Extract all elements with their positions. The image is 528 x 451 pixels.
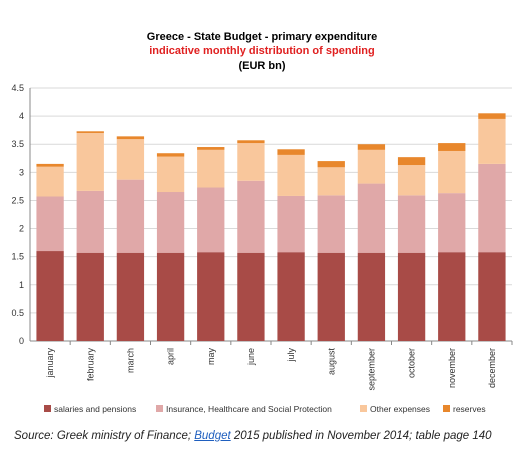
- bar-segment: [397, 165, 426, 196]
- y-tick-label: 1: [19, 280, 24, 290]
- source-suffix: 2015 published in November 2014; table p…: [230, 430, 492, 442]
- bar-segment: [357, 183, 386, 253]
- source-note: Source: Greek ministry of Finance; Budge…: [14, 430, 492, 442]
- legend-label: salaries and pensions: [54, 404, 136, 414]
- bar-segment: [317, 252, 345, 341]
- x-tick-label: july: [286, 348, 296, 363]
- y-tick-label: 3.5: [11, 139, 24, 149]
- bar-segment: [36, 196, 64, 252]
- stacked-bar-chart: Greece - State Budget - primary expendit…: [11, 31, 513, 414]
- bar-segment: [197, 147, 225, 150]
- bar-segment: [397, 195, 426, 253]
- y-tick-label: 2.5: [11, 195, 24, 205]
- bar-segment: [478, 118, 506, 164]
- bar-segment: [76, 131, 104, 133]
- legend-swatch: [443, 405, 450, 412]
- bar-segment: [397, 157, 426, 166]
- x-tick-label: january: [45, 348, 55, 379]
- bar-segment: [197, 252, 225, 341]
- bar-segment: [438, 150, 466, 194]
- bar-segment: [277, 154, 305, 196]
- y-tick-label: 4: [19, 111, 24, 121]
- bar-segment: [438, 252, 466, 341]
- legend-label: Insurance, Healthcare and Social Protect…: [166, 404, 332, 414]
- bar-segment: [478, 252, 506, 341]
- bar-segment: [438, 193, 466, 253]
- x-tick-label: april: [166, 348, 176, 365]
- bar-segment: [438, 143, 466, 151]
- bar-segment: [36, 166, 64, 197]
- bar-segment: [397, 252, 426, 341]
- bar-segment: [156, 153, 185, 157]
- x-tick-label: may: [206, 348, 216, 366]
- bar-segment: [237, 252, 265, 341]
- x-tick-label: september: [366, 348, 376, 391]
- bar-segment: [357, 149, 386, 184]
- bar-segment: [317, 195, 345, 253]
- bar-segment: [478, 163, 506, 253]
- bar-segment: [36, 251, 64, 341]
- x-tick-label: november: [447, 348, 457, 388]
- budget-link[interactable]: Budget: [194, 430, 231, 442]
- y-tick-label: 4.5: [11, 83, 24, 93]
- axes: 0 0.5 1 1.5 2 2.5 3 3.5 4 4.5: [11, 83, 513, 346]
- legend-label: reserves: [453, 404, 486, 414]
- x-tick-label: june: [246, 348, 256, 366]
- bar-segment: [76, 190, 104, 253]
- x-tick-label: february: [85, 348, 95, 382]
- bar-segment: [277, 149, 305, 155]
- bar-segment: [156, 156, 185, 193]
- y-tick-label: 0.5: [11, 308, 24, 318]
- bar-segment: [116, 139, 145, 180]
- legend: salaries and pensions Insurance, Healthca…: [44, 404, 486, 414]
- bar-segment: [116, 179, 145, 253]
- bar-segment: [237, 180, 265, 253]
- bar-segment: [478, 113, 506, 119]
- gridlines: [30, 87, 512, 314]
- source-prefix: Source: Greek ministry of Finance;: [14, 430, 195, 442]
- y-tick-label: 0: [19, 336, 24, 346]
- bar-segment: [76, 132, 104, 191]
- bar-segment: [357, 252, 386, 341]
- bar-segment: [156, 192, 185, 253]
- chart-unit-label: (EUR bn): [238, 60, 285, 72]
- x-tick-label: march: [125, 348, 135, 373]
- bar-segment: [237, 143, 265, 181]
- bar-segment: [76, 252, 104, 341]
- x-tick-label: august: [326, 348, 336, 376]
- legend-swatch: [156, 405, 163, 412]
- bar-segment: [237, 140, 265, 144]
- y-tick-label: 1.5: [11, 252, 24, 262]
- bar-segment: [197, 187, 225, 253]
- bar-segment: [357, 144, 386, 150]
- chart-subtitle: indicative monthly distribution of spend…: [149, 45, 375, 57]
- bar-segment: [116, 252, 145, 341]
- legend-swatch: [44, 405, 51, 412]
- legend-swatch: [360, 405, 367, 412]
- bar-segment: [277, 252, 305, 341]
- bars: [36, 113, 506, 341]
- y-tick-label: 3: [19, 167, 24, 177]
- bar-segment: [317, 161, 345, 168]
- bar-segment: [277, 195, 305, 253]
- x-tick-label: december: [487, 348, 497, 388]
- y-tick-label: 2: [19, 224, 24, 234]
- bar-segment: [116, 136, 145, 140]
- bar-segment: [36, 163, 64, 167]
- x-tick-label: october: [407, 348, 417, 378]
- legend-label: Other expenses: [370, 404, 430, 414]
- chart-title: Greece - State Budget - primary expendit…: [147, 31, 377, 43]
- bar-segment: [197, 149, 225, 188]
- bar-segment: [317, 167, 345, 196]
- bar-segment: [156, 252, 185, 341]
- x-tick-labels: january february march april may june july augu…: [45, 348, 497, 391]
